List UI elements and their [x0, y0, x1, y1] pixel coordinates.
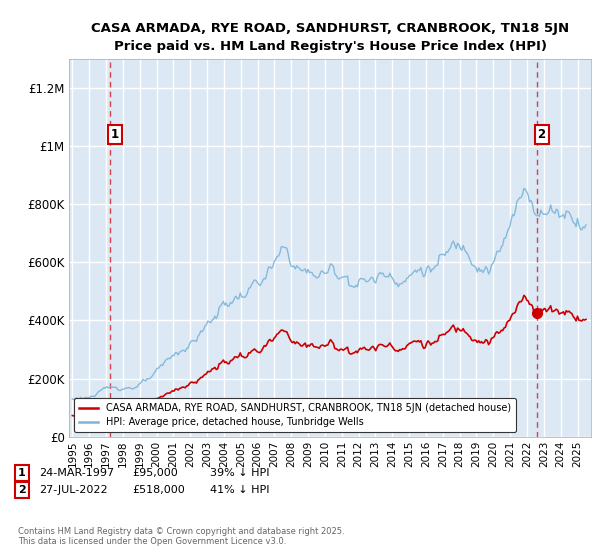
- Text: 2: 2: [538, 128, 546, 141]
- Text: 1: 1: [111, 128, 119, 141]
- Text: Contains HM Land Registry data © Crown copyright and database right 2025.
This d: Contains HM Land Registry data © Crown c…: [18, 526, 344, 546]
- Title: CASA ARMADA, RYE ROAD, SANDHURST, CRANBROOK, TN18 5JN
Price paid vs. HM Land Reg: CASA ARMADA, RYE ROAD, SANDHURST, CRANBR…: [91, 22, 569, 53]
- Text: 41% ↓ HPI: 41% ↓ HPI: [210, 485, 269, 495]
- Text: 27-JUL-2022: 27-JUL-2022: [39, 485, 107, 495]
- Text: 24-MAR-1997: 24-MAR-1997: [39, 468, 114, 478]
- Text: 2: 2: [18, 485, 26, 495]
- Legend: CASA ARMADA, RYE ROAD, SANDHURST, CRANBROOK, TN18 5JN (detached house), HPI: Ave: CASA ARMADA, RYE ROAD, SANDHURST, CRANBR…: [74, 398, 516, 432]
- Text: £518,000: £518,000: [132, 485, 185, 495]
- Text: 39% ↓ HPI: 39% ↓ HPI: [210, 468, 269, 478]
- Text: £95,000: £95,000: [132, 468, 178, 478]
- Text: 1: 1: [18, 468, 26, 478]
